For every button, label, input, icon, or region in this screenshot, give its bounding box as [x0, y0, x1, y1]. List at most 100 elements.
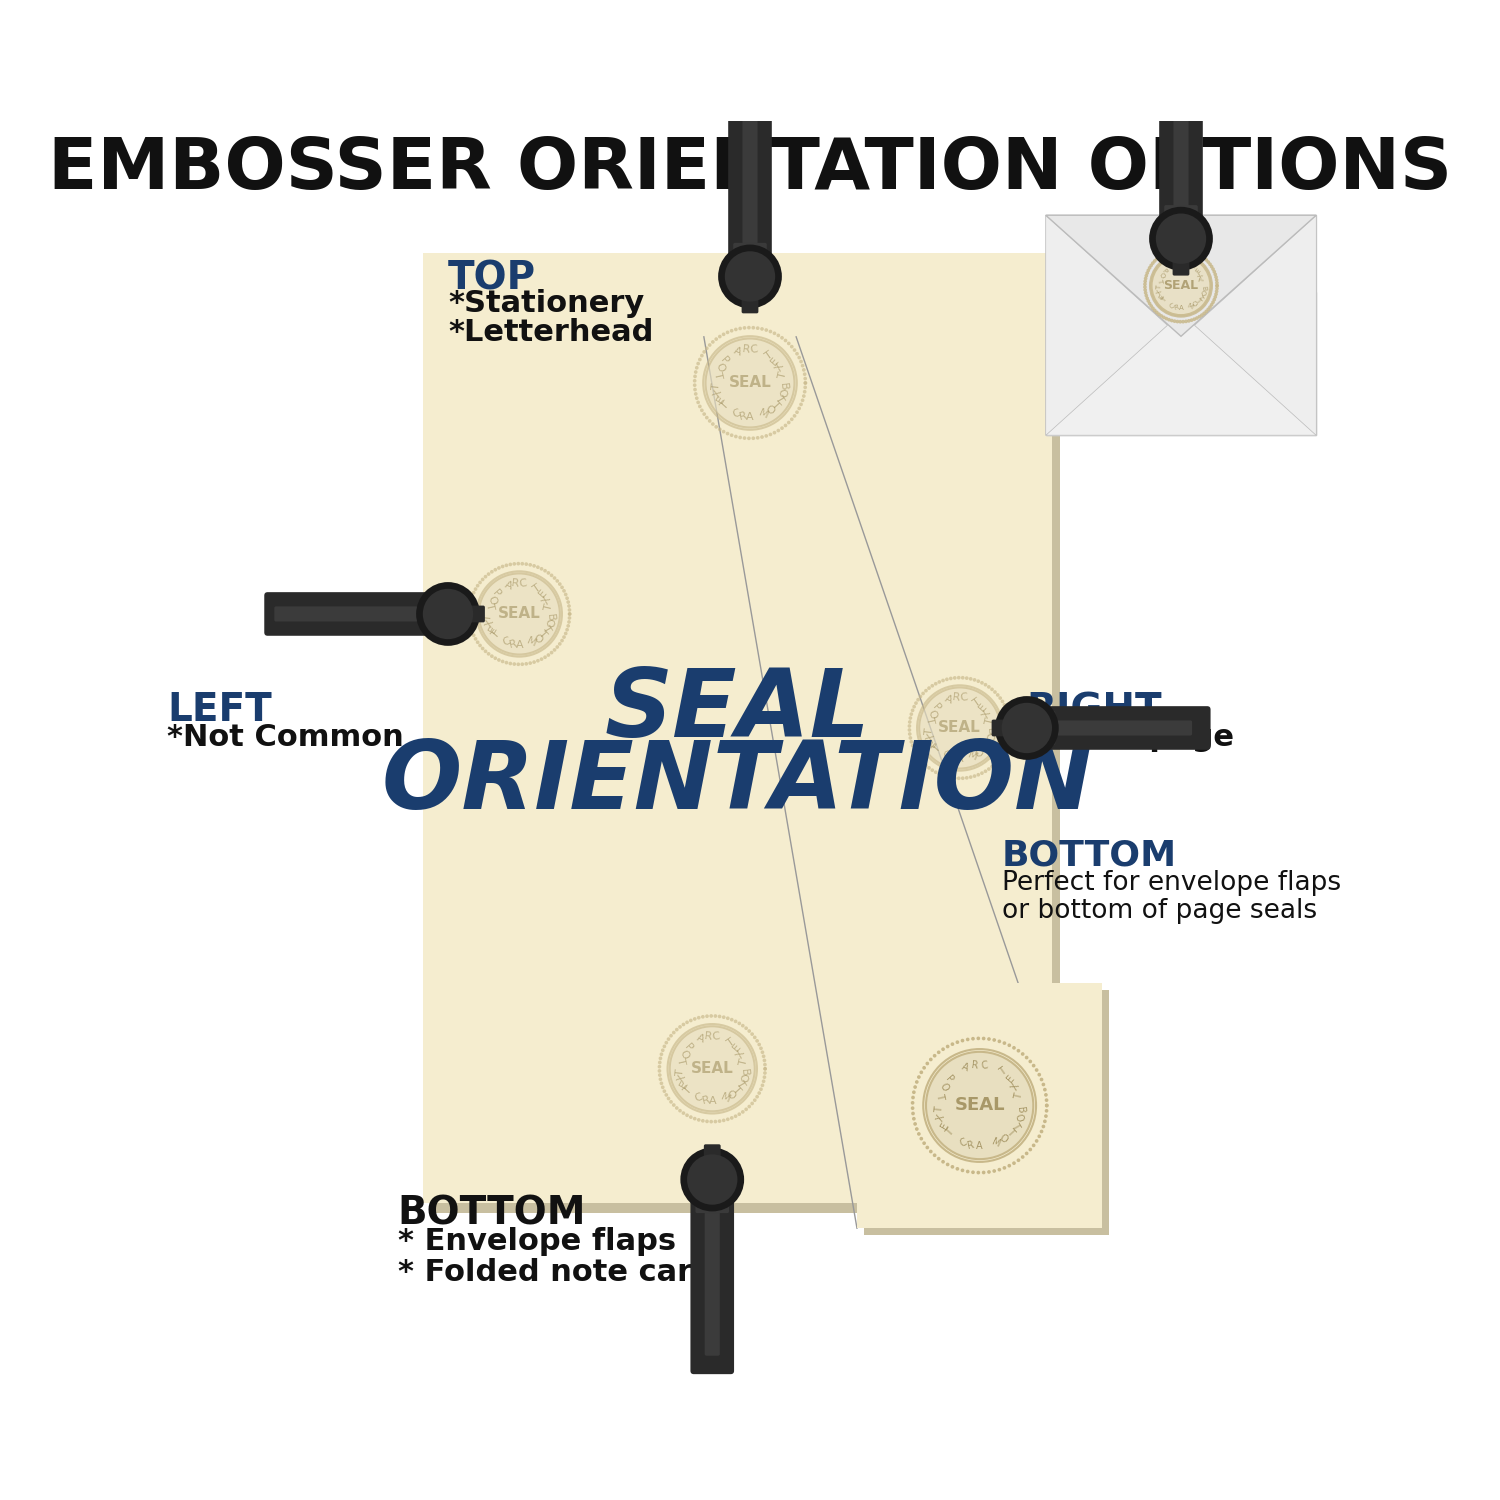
Text: SEAL: SEAL	[692, 1062, 734, 1077]
Circle shape	[984, 770, 987, 772]
Circle shape	[693, 1017, 696, 1022]
Circle shape	[1154, 260, 1156, 262]
Circle shape	[472, 591, 476, 594]
Circle shape	[1176, 320, 1179, 324]
Circle shape	[710, 1014, 712, 1019]
Text: or bottom of page seals: or bottom of page seals	[1002, 897, 1317, 924]
Text: X: X	[540, 594, 554, 606]
Circle shape	[1008, 730, 1013, 734]
Circle shape	[800, 402, 802, 406]
Circle shape	[928, 1058, 933, 1062]
Circle shape	[795, 352, 800, 356]
Circle shape	[694, 366, 699, 369]
Circle shape	[798, 406, 801, 411]
Circle shape	[970, 1036, 975, 1041]
Circle shape	[918, 694, 922, 699]
Circle shape	[1152, 256, 1210, 315]
Circle shape	[741, 1110, 744, 1114]
Circle shape	[804, 381, 807, 386]
Circle shape	[1206, 308, 1210, 310]
Circle shape	[999, 696, 1002, 700]
Circle shape	[734, 1114, 738, 1118]
Text: T: T	[718, 399, 730, 411]
Circle shape	[1032, 1064, 1035, 1068]
Circle shape	[1013, 1046, 1016, 1050]
Circle shape	[987, 1170, 992, 1174]
Circle shape	[762, 1080, 765, 1083]
Circle shape	[772, 332, 777, 334]
Circle shape	[724, 252, 776, 302]
Circle shape	[490, 654, 494, 658]
Circle shape	[926, 1146, 928, 1149]
Polygon shape	[1046, 214, 1317, 336]
Circle shape	[999, 756, 1002, 759]
Circle shape	[804, 381, 807, 386]
Circle shape	[1040, 1077, 1044, 1082]
Circle shape	[546, 652, 550, 657]
Text: R: R	[738, 410, 748, 422]
Circle shape	[922, 1142, 926, 1144]
Circle shape	[912, 1118, 915, 1120]
Text: * Book page: * Book page	[1028, 723, 1234, 752]
Circle shape	[996, 693, 999, 698]
Circle shape	[1162, 315, 1166, 320]
Text: T: T	[490, 628, 502, 640]
Circle shape	[478, 644, 482, 648]
Circle shape	[790, 345, 794, 348]
Circle shape	[946, 1162, 950, 1167]
Text: E: E	[770, 356, 782, 368]
Circle shape	[658, 1077, 663, 1082]
Circle shape	[792, 414, 796, 417]
Circle shape	[760, 435, 764, 439]
Text: X: X	[924, 732, 936, 742]
Circle shape	[945, 678, 948, 681]
Circle shape	[658, 1060, 662, 1065]
Circle shape	[1044, 1094, 1048, 1096]
Circle shape	[780, 336, 784, 339]
Circle shape	[1170, 318, 1173, 322]
Circle shape	[540, 657, 543, 662]
Text: T: T	[1156, 278, 1162, 284]
Circle shape	[802, 390, 807, 393]
Circle shape	[658, 1056, 663, 1060]
Circle shape	[1196, 252, 1198, 255]
FancyBboxPatch shape	[1024, 711, 1056, 746]
Circle shape	[915, 1126, 918, 1131]
Circle shape	[560, 639, 564, 642]
Text: E: E	[486, 624, 500, 634]
Circle shape	[910, 1095, 915, 1100]
Circle shape	[516, 663, 520, 666]
Circle shape	[1038, 1134, 1041, 1138]
Text: R: R	[951, 692, 960, 703]
Circle shape	[468, 618, 471, 622]
Text: X: X	[774, 362, 786, 374]
Text: C: C	[693, 1092, 705, 1104]
Circle shape	[672, 1030, 675, 1035]
Text: * Envelope flaps: * Envelope flaps	[398, 1227, 676, 1256]
Polygon shape	[1046, 214, 1167, 435]
Text: SEAL: SEAL	[604, 664, 870, 758]
Circle shape	[687, 1155, 738, 1204]
Circle shape	[496, 566, 501, 570]
Circle shape	[678, 1024, 682, 1029]
Circle shape	[694, 396, 699, 400]
Text: O: O	[736, 1072, 748, 1084]
Text: P: P	[930, 702, 942, 714]
Circle shape	[768, 330, 772, 333]
Text: O: O	[714, 362, 726, 374]
FancyBboxPatch shape	[728, 82, 772, 264]
Circle shape	[777, 429, 780, 432]
Text: B: B	[778, 382, 789, 392]
Circle shape	[957, 777, 960, 780]
Text: B: B	[544, 614, 555, 621]
Circle shape	[660, 1053, 663, 1056]
Text: O: O	[543, 618, 555, 628]
Circle shape	[916, 1132, 921, 1136]
Text: E: E	[939, 1120, 951, 1131]
Circle shape	[528, 662, 532, 664]
Text: T: T	[976, 742, 988, 754]
Text: B: B	[1200, 285, 1206, 291]
Circle shape	[1044, 1098, 1048, 1102]
Circle shape	[993, 1168, 996, 1173]
Circle shape	[478, 580, 482, 585]
